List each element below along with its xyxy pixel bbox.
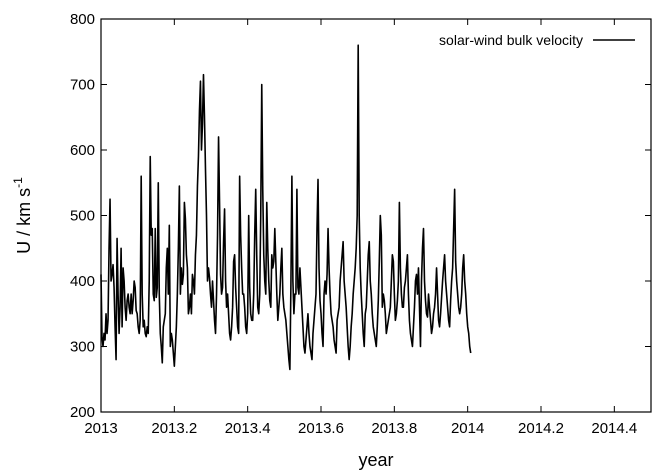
y-tick-label: 300 <box>70 339 95 356</box>
y-tick-label: 700 <box>70 77 95 94</box>
x-tick-label: 2014.2 <box>518 420 564 437</box>
legend: solar-wind bulk velocity <box>439 32 635 48</box>
series-line-solar-wind-bulk-velocity <box>100 44 472 371</box>
y-tick-label: 800 <box>70 11 95 28</box>
x-tick-label: 2013.2 <box>151 420 197 437</box>
x-tick-label: 2014 <box>451 420 484 437</box>
y-tick-label: 600 <box>70 142 95 159</box>
y-axis-title-main: U / km s <box>14 188 34 254</box>
x-tick-label: 2013.6 <box>298 420 344 437</box>
legend-label: solar-wind bulk velocity <box>439 32 583 48</box>
y-tick-label: 200 <box>70 404 95 421</box>
tick-labels: 200 300 400 500 600 700 800 2013 2013.2 2013.4 201… <box>70 11 637 437</box>
y-tick-label: 500 <box>70 208 95 225</box>
x-tick-label: 2014.4 <box>591 420 637 437</box>
y-axis-title: U / km s-1 <box>11 177 34 254</box>
x-tick-label: 2013 <box>84 420 117 437</box>
x-axis-title: year <box>358 450 393 470</box>
y-axis-title-superscript: -1 <box>11 177 25 188</box>
plot-frame <box>100 18 652 413</box>
x-tick-label: 2013.8 <box>371 420 417 437</box>
y-tick-label: 400 <box>70 273 95 290</box>
x-tick-label: 2013.4 <box>225 420 271 437</box>
